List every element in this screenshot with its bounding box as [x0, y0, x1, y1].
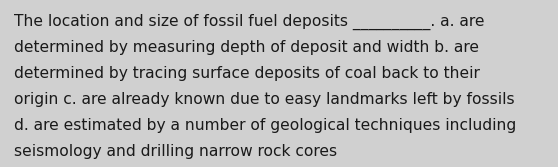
Text: d. are estimated by a number of geological techniques including: d. are estimated by a number of geologic…	[14, 118, 516, 133]
Text: determined by tracing surface deposits of coal back to their: determined by tracing surface deposits o…	[14, 66, 480, 81]
Text: seismology and drilling narrow rock cores: seismology and drilling narrow rock core…	[14, 144, 337, 159]
Text: origin c. are already known due to easy landmarks left by fossils: origin c. are already known due to easy …	[14, 92, 514, 107]
Text: The location and size of fossil fuel deposits __________. a. are: The location and size of fossil fuel dep…	[14, 14, 484, 30]
Text: determined by measuring depth of deposit and width b. are: determined by measuring depth of deposit…	[14, 40, 479, 55]
